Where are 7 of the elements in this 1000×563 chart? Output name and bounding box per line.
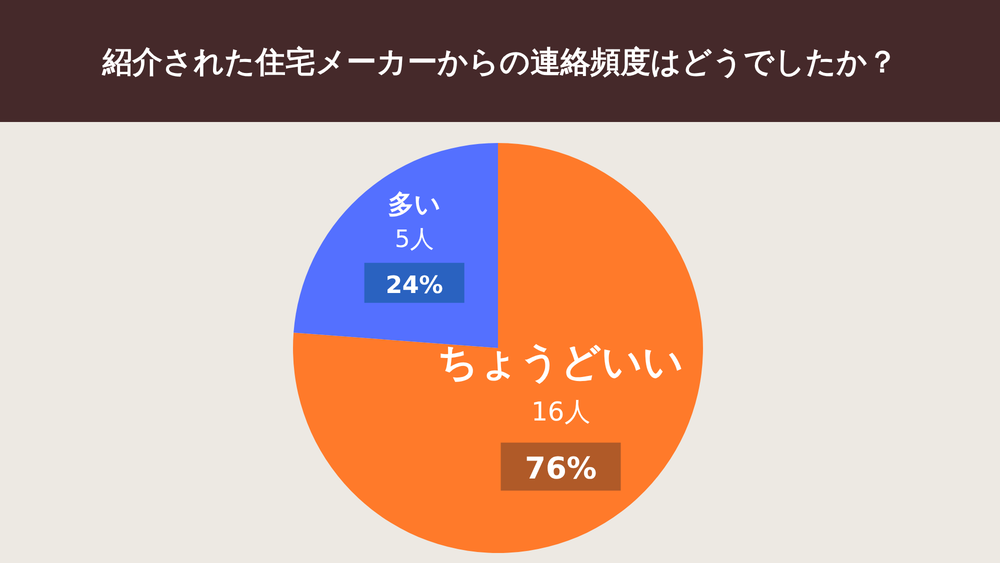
slice-label: ちょうどいい	[438, 340, 684, 386]
chart-title: 紹介された住宅メーカーからの連絡頻度はどうでしたか？	[102, 45, 898, 80]
data-label: 5人	[394, 224, 434, 253]
text: 76%	[524, 452, 597, 487]
slice-label: 多い	[388, 190, 441, 220]
data-label: 16人	[531, 398, 590, 428]
text: 24%	[386, 270, 444, 299]
